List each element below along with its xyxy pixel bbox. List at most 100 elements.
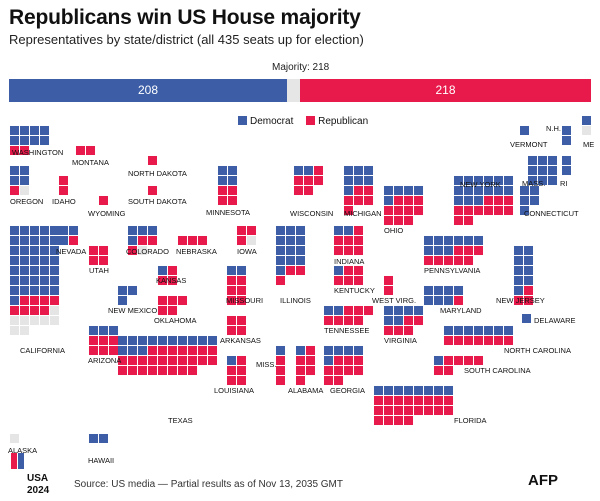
district-cell-maryland <box>434 296 443 305</box>
district-cell-california <box>30 256 39 265</box>
district-cell-california <box>20 226 29 235</box>
district-cell-me <box>582 116 591 125</box>
district-cell-illinois <box>286 256 295 265</box>
district-cell-arizona <box>109 336 118 345</box>
district-cell-utah <box>99 246 108 255</box>
district-cell-tennessee <box>344 306 353 315</box>
district-cell-maryland <box>434 286 443 295</box>
district-cell-north-carolina <box>494 336 503 345</box>
district-cell-new-jersey <box>514 256 523 265</box>
district-cell-florida <box>384 386 393 395</box>
democrat-seats-segment: 208 <box>9 79 287 102</box>
district-cell-oklahoma <box>158 306 167 315</box>
district-cell-california <box>10 266 19 275</box>
district-cell-georgia <box>334 346 343 355</box>
district-cell-louisiana <box>227 366 236 375</box>
district-cell-new-york <box>494 196 503 205</box>
district-cell-georgia <box>354 356 363 365</box>
district-cell-texas <box>208 356 217 365</box>
district-cell-georgia <box>334 366 343 375</box>
state-label-ohio: OHIO <box>384 226 404 235</box>
district-cell-washington <box>20 126 29 135</box>
district-cell-florida <box>384 406 393 415</box>
majority-label: Majority: 218 <box>272 62 330 73</box>
district-cell-pennsylvania <box>464 236 473 245</box>
district-cell-texas <box>138 356 147 365</box>
district-cell-florida <box>404 386 413 395</box>
district-cell-florida <box>394 386 403 395</box>
district-cell-texas <box>168 356 177 365</box>
district-cell-arkansas <box>237 326 246 335</box>
district-cell-california <box>40 236 49 245</box>
district-cell-missouri <box>227 276 236 285</box>
district-cell-texas <box>158 366 167 375</box>
district-cell-montana <box>86 146 95 155</box>
district-cell-connecticut <box>530 196 539 205</box>
district-cell-florida <box>374 416 383 425</box>
district-cell-pennsylvania <box>434 246 443 255</box>
district-cell-washington <box>40 126 49 135</box>
district-cell-nevada <box>59 236 68 245</box>
district-cell-new-york <box>494 186 503 195</box>
district-cell-arkansas <box>237 316 246 325</box>
district-cell-california <box>10 316 19 325</box>
state-label-wisconsin: WISCONSIN <box>290 209 334 218</box>
state-label-n-h: N.H. <box>546 124 561 133</box>
district-cell-washington <box>40 136 49 145</box>
district-cell-mass <box>548 156 557 165</box>
district-cell-south-carolina <box>474 356 483 365</box>
district-cell-indiana <box>344 246 353 255</box>
district-cell-alabama <box>306 366 315 375</box>
district-cell-miss <box>276 346 285 355</box>
state-label-south-dakota: SOUTH DAKOTA <box>128 197 187 206</box>
state-label-arizona: ARIZONA <box>88 356 122 365</box>
district-cell-utah <box>99 256 108 265</box>
state-label-iowa: IOWA <box>237 247 257 256</box>
state-label-south-carolina: SOUTH CAROLINA <box>464 366 531 375</box>
district-cell-georgia <box>324 346 333 355</box>
district-cell-florida <box>404 396 413 405</box>
district-cell-texas <box>118 366 127 375</box>
district-cell-new-york <box>464 206 473 215</box>
district-cell-virginia <box>414 306 423 315</box>
district-cell-florida <box>374 386 383 395</box>
district-cell-tennessee <box>364 306 373 315</box>
district-cell-indiana <box>344 226 353 235</box>
district-cell-tennessee <box>354 316 363 325</box>
district-cell-illinois <box>276 256 285 265</box>
district-cell-ohio <box>384 206 393 215</box>
district-cell-alabama <box>296 356 305 365</box>
district-cell-missouri <box>227 296 236 305</box>
district-cell-iowa <box>237 236 246 245</box>
legend-label-democrat: Democrat <box>250 116 294 127</box>
district-cell-montana <box>76 146 85 155</box>
district-cell-georgia <box>324 356 333 365</box>
district-cell-new-jersey <box>524 296 533 305</box>
district-cell-mass <box>548 166 557 175</box>
state-label-california: CALIFORNIA <box>20 346 66 355</box>
district-cell-california <box>50 236 59 245</box>
district-cell-new-york <box>474 206 483 215</box>
district-cell-new-york <box>504 176 513 185</box>
district-cell-florida <box>394 416 403 425</box>
state-label-north-carolina: NORTH CAROLINA <box>504 346 571 355</box>
district-cell-texas <box>188 356 197 365</box>
district-cell-texas <box>168 366 177 375</box>
district-cell-kentucky <box>354 266 363 275</box>
district-cell-nebraska <box>188 236 197 245</box>
district-cell-california <box>30 226 39 235</box>
district-cell-me <box>582 126 591 135</box>
district-cell-vermont <box>520 126 529 135</box>
district-cell-kentucky <box>334 276 343 285</box>
district-cell-pennsylvania <box>444 256 453 265</box>
district-cell-ohio <box>404 196 413 205</box>
district-cell-arizona <box>109 346 118 355</box>
district-cell-florida <box>424 386 433 395</box>
district-cell-new-york <box>484 176 493 185</box>
district-cell-arizona <box>99 326 108 335</box>
district-cell-michigan <box>354 176 363 185</box>
district-cell-florida <box>394 406 403 415</box>
district-cell-illinois <box>296 226 305 235</box>
district-cell-texas <box>178 346 187 355</box>
state-label-idaho: IDAHO <box>52 197 76 206</box>
